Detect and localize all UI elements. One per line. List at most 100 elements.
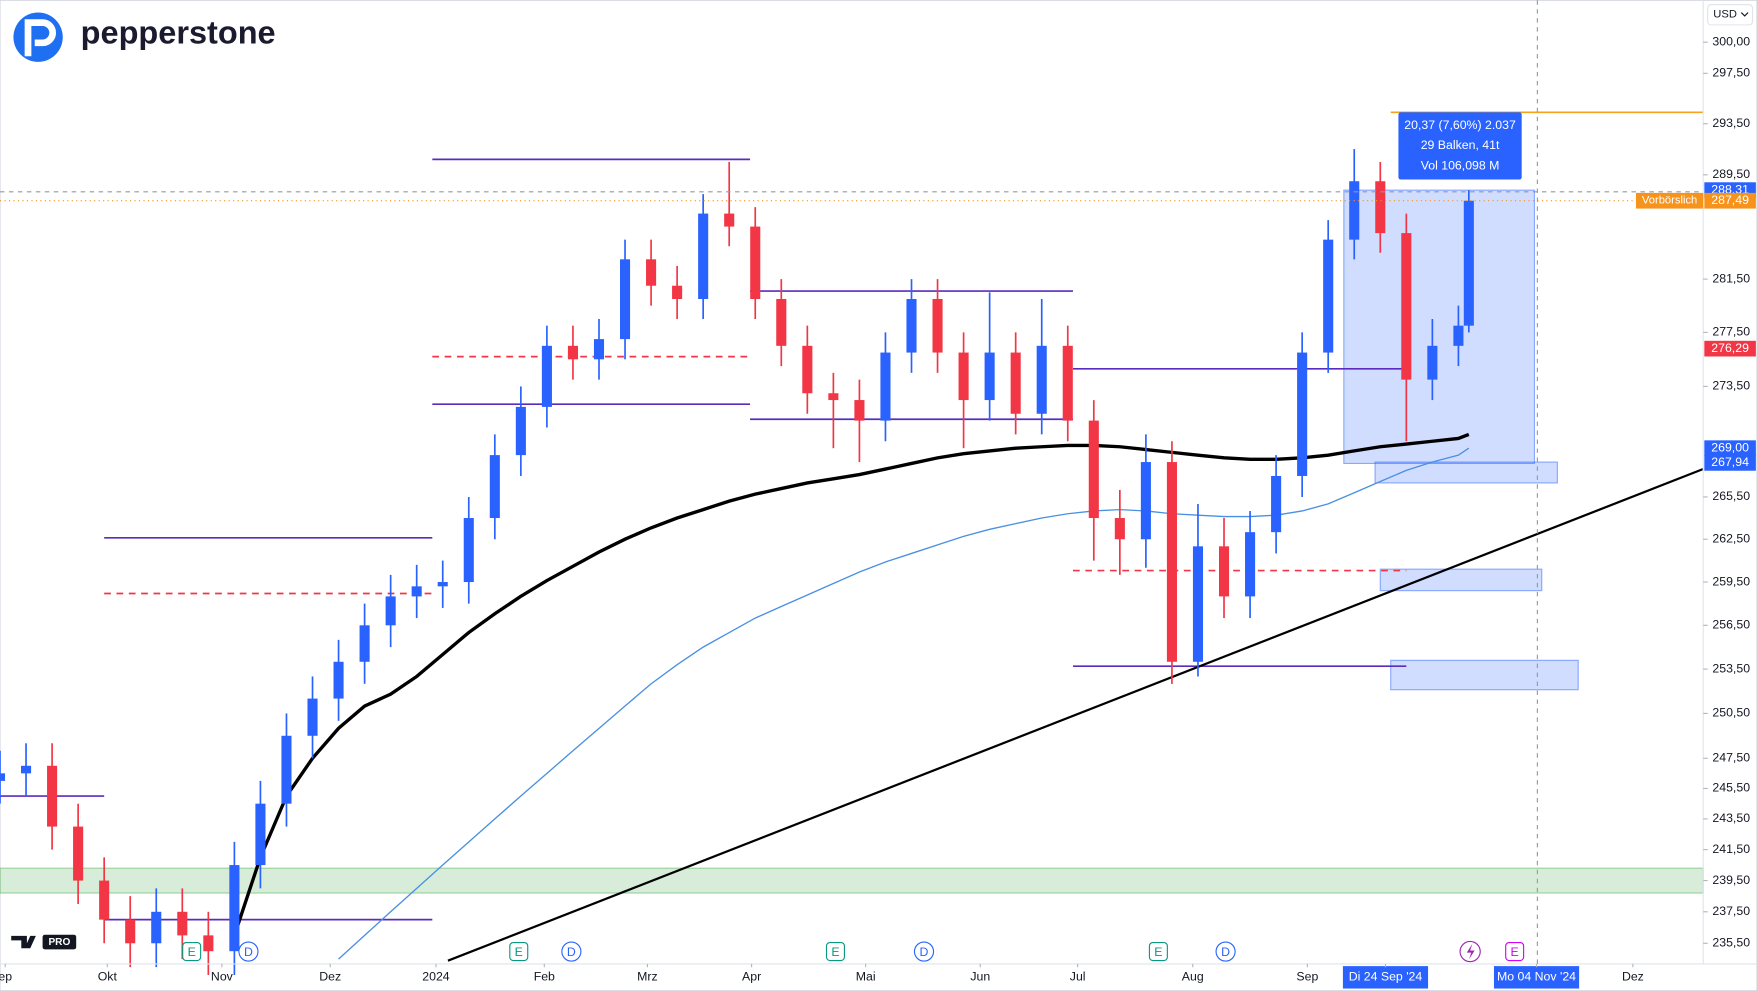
candle-body [1062,345,1073,421]
trendline [447,467,1704,962]
candle-body [1453,325,1464,346]
x-tick-label: Mai [856,970,876,984]
x-tick-label: Jul [1070,970,1086,984]
y-tick-label: 241,50 [1712,842,1750,856]
y-tick-label: 245,50 [1712,781,1750,795]
dropdown-arrow [1740,12,1749,17]
candle-body [125,919,136,944]
candle-body [1218,546,1230,597]
x-tick-label: Jun [970,970,990,984]
candle-body [1463,200,1474,326]
event-label: E [515,945,523,959]
candle-body [151,911,162,944]
x-tick-label: Dez [1622,970,1644,984]
y-tick-label: 250,50 [1712,706,1750,720]
event-label: D [244,945,253,959]
price-label: 269,00 [1711,440,1749,454]
candle-body [463,518,474,583]
x-tick-label: 2024 [422,970,450,984]
price-label-bg [1704,192,1756,209]
logo-text: pepperstone [81,15,276,51]
currency[interactable]: USD [1713,9,1737,21]
candle-body [1114,518,1125,540]
moving-average [338,447,1470,960]
candle-body [724,213,735,227]
event-icon [561,941,582,962]
zone [0,867,1704,894]
x-tick-highlight [1493,966,1580,989]
pro-label: PRO [48,937,70,948]
icon-bolt [1466,943,1475,960]
candle-body [307,698,318,736]
price-label: 267,94 [1711,455,1749,469]
x-tick-label: Nov [211,970,234,984]
x-tick-label: Mo 04 Nov '24 [1497,970,1576,984]
candle-body [177,911,188,936]
y-tick-label: 253,50 [1712,661,1750,675]
event-label: E [1154,945,1162,959]
candle-body [1375,181,1386,234]
event-icon [238,941,259,962]
candle-body [1088,420,1099,519]
candle-body [802,345,813,394]
zone [1374,461,1558,484]
event-icon [1215,941,1236,962]
event-label: D [567,945,576,959]
candle-body [750,226,761,299]
candle-body [489,455,500,519]
candle-body [1166,462,1177,662]
y-tick-label: 289,50 [1712,167,1750,181]
event-label: E [1511,945,1519,959]
candle-body [958,352,969,401]
y-tick-label: 277,50 [1712,325,1750,339]
candle-body [619,259,631,340]
candle-body [672,285,683,299]
y-tick-label: 281,50 [1712,271,1750,285]
candle-body [359,625,370,662]
candle-body [1192,546,1204,662]
y-tick-label: 247,50 [1712,751,1750,765]
logo: pepperstone [13,12,276,62]
candle-body [1271,475,1282,533]
currency-button[interactable]: USD [1707,4,1754,26]
x-tick-label: Mrz [637,970,658,984]
price-label: 288,31 [1711,182,1749,196]
event-icon [1148,942,1168,962]
candle-body [854,400,865,421]
event-label: D [1221,945,1230,959]
premarket-tag-bg [1635,192,1704,209]
candle-body [984,352,995,401]
event-label: E [188,945,196,959]
candle-body [698,213,709,299]
candle-body [411,586,422,597]
candle-body [21,765,32,774]
currency-box[interactable] [1707,4,1754,26]
candle-body [1036,345,1047,414]
y-tick-label: 243,50 [1712,811,1750,825]
measure-tooltip: 20,37 (7,60%) 2.037 29 Balken, 41t Vol 1… [1398,112,1522,180]
price-label-bg [1704,455,1756,471]
event-label: E [831,945,839,959]
x-tick-label: Aug [1182,970,1204,984]
tooltip-line: Vol 106,098 M [1421,158,1500,172]
y-tick-label: 273,50 [1712,379,1750,393]
zone [1379,568,1543,592]
price-label: 276,29 [1711,341,1749,355]
price-label: 287,49 [1711,193,1749,207]
event-icon [182,942,202,962]
candle-body [229,865,240,952]
tooltip-box [1398,112,1522,180]
y-tick-label: 239,50 [1712,873,1750,887]
candle-body [828,393,839,401]
x-tick-label: Okt [98,970,118,984]
y-tick-label: 259,50 [1712,574,1750,588]
candle-body [333,661,344,699]
plot-area [0,111,1704,976]
price-label-bg [1704,340,1756,357]
candle-body [385,596,396,626]
candle-body [437,582,448,587]
candle-body [1401,233,1412,380]
x-tick-label: Feb [534,970,555,984]
